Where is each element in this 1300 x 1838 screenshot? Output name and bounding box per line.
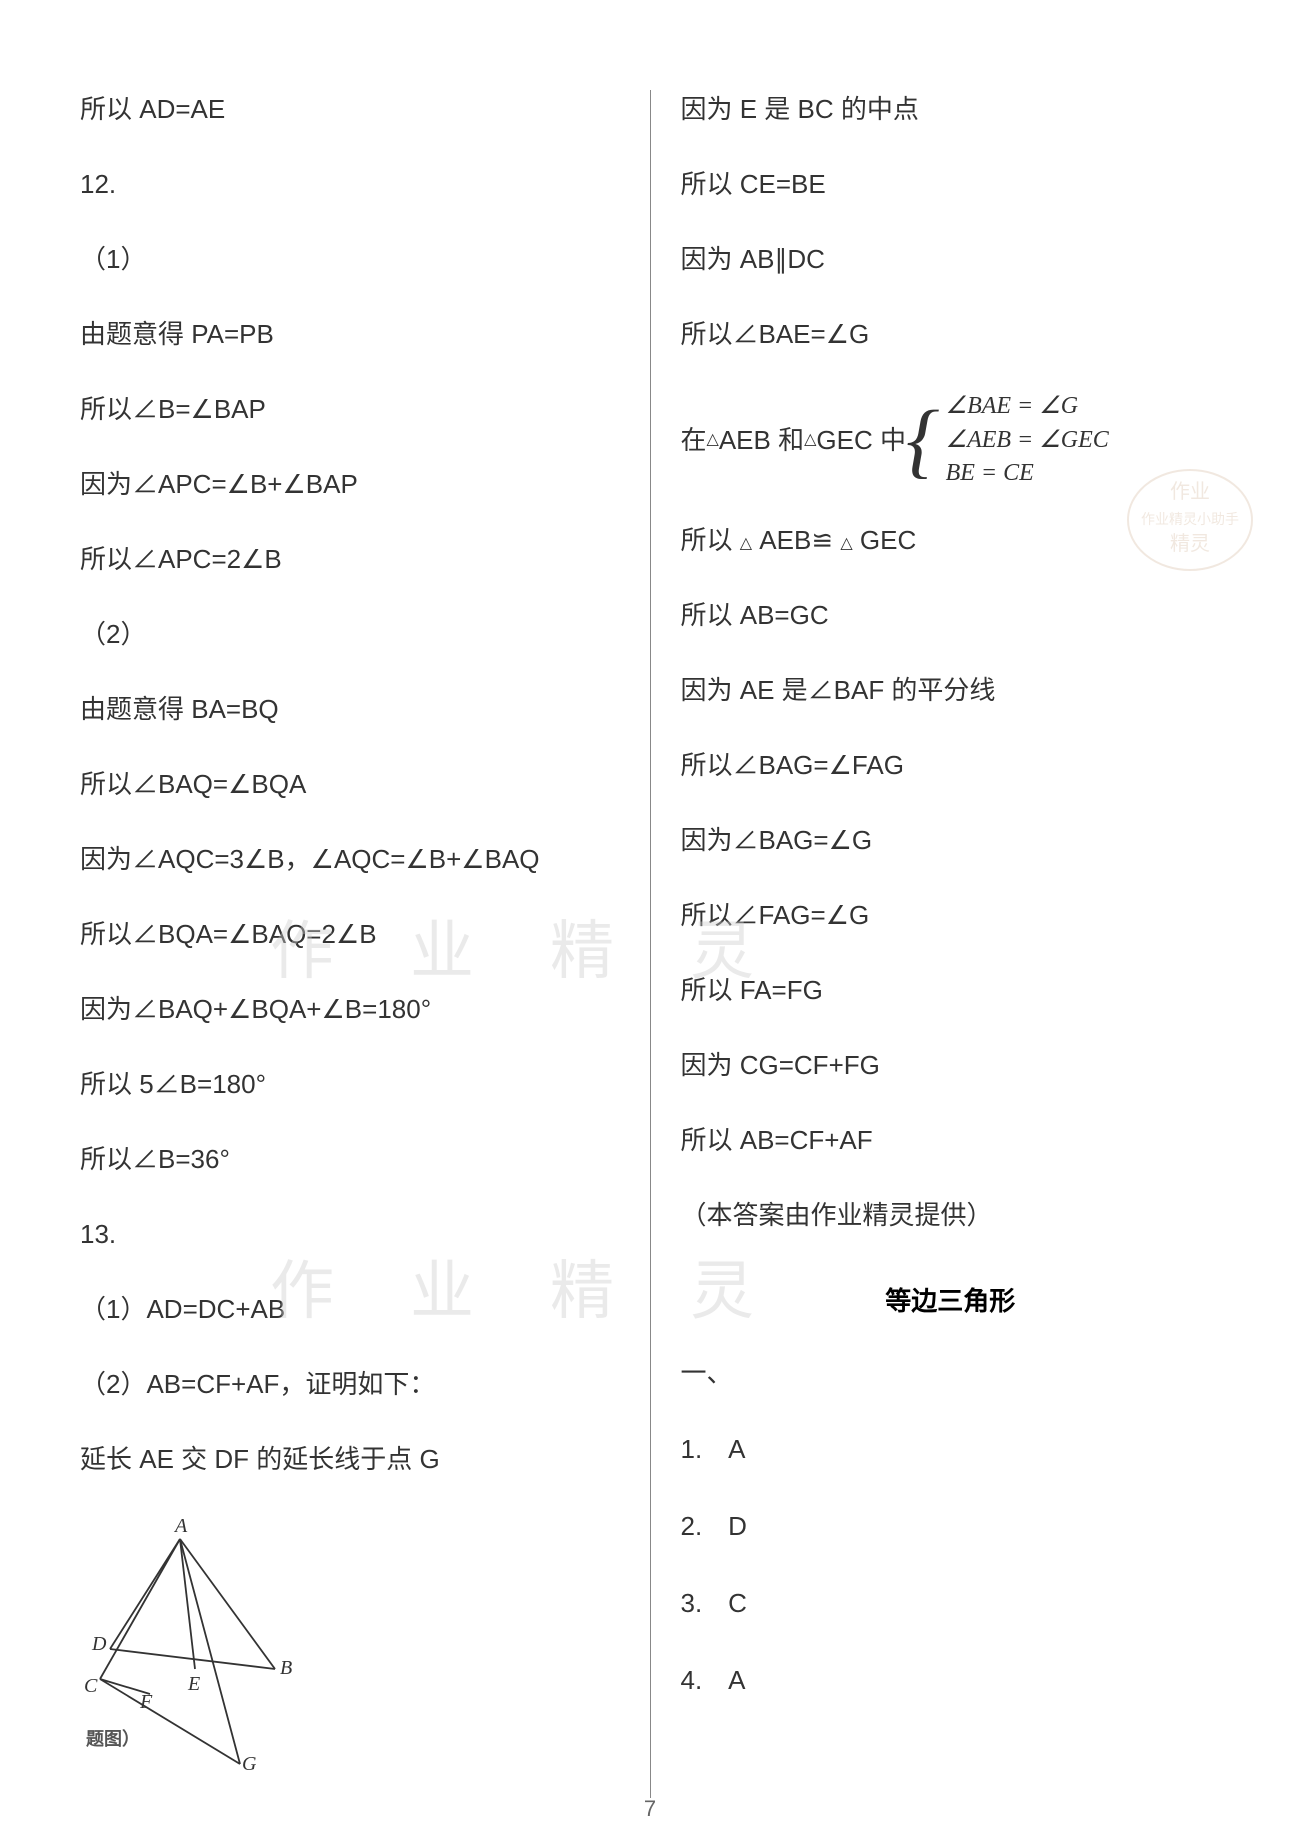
vertex-label-c: C (84, 1675, 97, 1698)
diagram-caption: 题图） (86, 1725, 140, 1751)
proof-line: （2）AB=CF+AF，证明如下： (80, 1365, 620, 1404)
proof-line: 所以 AB=GC (681, 596, 1221, 635)
proof-line: 因为∠BAQ+∠BQA+∠B=180° (80, 990, 620, 1029)
triangle-icon: △ (804, 428, 816, 452)
proof-line: 所以 CE=BE (681, 165, 1221, 204)
text-end: GEC 中 (816, 421, 906, 460)
proof-line: 所以∠BAE=∠G (681, 315, 1221, 354)
proof-line: （1）AD=DC+AB (80, 1290, 620, 1329)
answer-row: 2. D (681, 1506, 1221, 1543)
proof-line: 延长 AE 交 DF 的延长线于点 G (80, 1440, 620, 1479)
proof-line: 所以∠B=36° (80, 1140, 620, 1179)
right-column: 因为 E 是 BC 的中点 所以 CE=BE 因为 AB∥DC 所以∠BAE=∠… (651, 90, 1221, 1798)
text-prefix: 在 (681, 421, 707, 460)
proof-line: 所以 △ AEB≌ △ GEC (681, 521, 1221, 560)
proof-line: 所以∠B=∠BAP (80, 390, 620, 429)
text-mid: AEB≌ (759, 525, 833, 555)
congruence-condition: 在 △ AEB 和 △ GEC 中 { ∠BAE = ∠G ∠AEB = ∠GE… (681, 390, 1221, 491)
triangle-icon: △ (707, 428, 719, 452)
answer-row: 1. A (681, 1429, 1221, 1466)
problem-number: 12. (80, 165, 620, 204)
brace-equation: ∠BAE = ∠G (946, 390, 1109, 424)
proof-line: 因为∠APC=∠B+∠BAP (80, 465, 620, 504)
brace-equation: ∠AEB = ∠GEC (946, 424, 1109, 458)
text-prefix: 所以 (681, 525, 733, 555)
subpart-label: （2） (80, 615, 620, 654)
text-end: GEC (860, 525, 916, 555)
vertex-label-e: E (188, 1673, 200, 1696)
brace-system: { ∠BAE = ∠G ∠AEB = ∠GEC BE = CE (906, 390, 1109, 491)
page-container: 所以 AD=AE 12. （1） 由题意得 PA=PB 所以∠B=∠BAP 因为… (80, 90, 1220, 1798)
answer-row: 3. C (681, 1583, 1221, 1620)
section-title: 等边三角形 (681, 1281, 1221, 1318)
triangle-icon: △ (740, 535, 752, 552)
proof-line: 所以∠FAG=∠G (681, 896, 1221, 935)
proof-line: 因为 CG=CF+FG (681, 1046, 1221, 1085)
proof-line: 所以∠APC=2∠B (80, 540, 620, 579)
proof-line: 所以 FA=FG (681, 971, 1221, 1010)
brace-equation: BE = CE (946, 457, 1109, 491)
geometry-diagram: A D B C E F G 题图） (80, 1519, 320, 1779)
proof-line: 所以∠BQA=∠BAQ=2∠B (80, 915, 620, 954)
proof-line: 所以∠BAG=∠FAG (681, 746, 1221, 785)
proof-line: 所以 AB=CF+AF (681, 1121, 1221, 1160)
left-column: 所以 AD=AE 12. （1） 由题意得 PA=PB 所以∠B=∠BAP 因为… (80, 90, 650, 1798)
proof-line: 所以∠BAQ=∠BQA (80, 765, 620, 804)
problem-number: 13. (80, 1215, 620, 1254)
triangle-icon: △ (840, 535, 852, 552)
left-brace-icon: { (906, 407, 940, 474)
subpart-label: （1） (80, 240, 620, 279)
proof-line: 由题意得 PA=PB (80, 315, 620, 354)
vertex-label-f: F (140, 1691, 152, 1714)
text-mid: AEB 和 (719, 421, 804, 460)
proof-line: 所以 AD=AE (80, 90, 620, 129)
attribution-note: （本答案由作业精灵提供） (681, 1196, 1221, 1235)
proof-line: 因为 E 是 BC 的中点 (681, 90, 1221, 129)
vertex-label-a: A (175, 1515, 187, 1538)
proof-line: 因为 AB∥DC (681, 240, 1221, 279)
section-part-label: 一、 (681, 1354, 1221, 1393)
vertex-label-b: B (280, 1657, 292, 1680)
vertex-label-g: G (242, 1753, 256, 1776)
page-number: 7 (644, 1796, 656, 1822)
proof-line: 因为 AE 是∠BAF 的平分线 (681, 671, 1221, 710)
proof-line: 所以 5∠B=180° (80, 1065, 620, 1104)
proof-line: 因为∠AQC=3∠B，∠AQC=∠B+∠BAQ (80, 840, 620, 879)
proof-line: 由题意得 BA=BQ (80, 690, 620, 729)
vertex-label-d: D (92, 1633, 106, 1656)
proof-line: 因为∠BAG=∠G (681, 821, 1221, 860)
answer-row: 4. A (681, 1660, 1221, 1697)
